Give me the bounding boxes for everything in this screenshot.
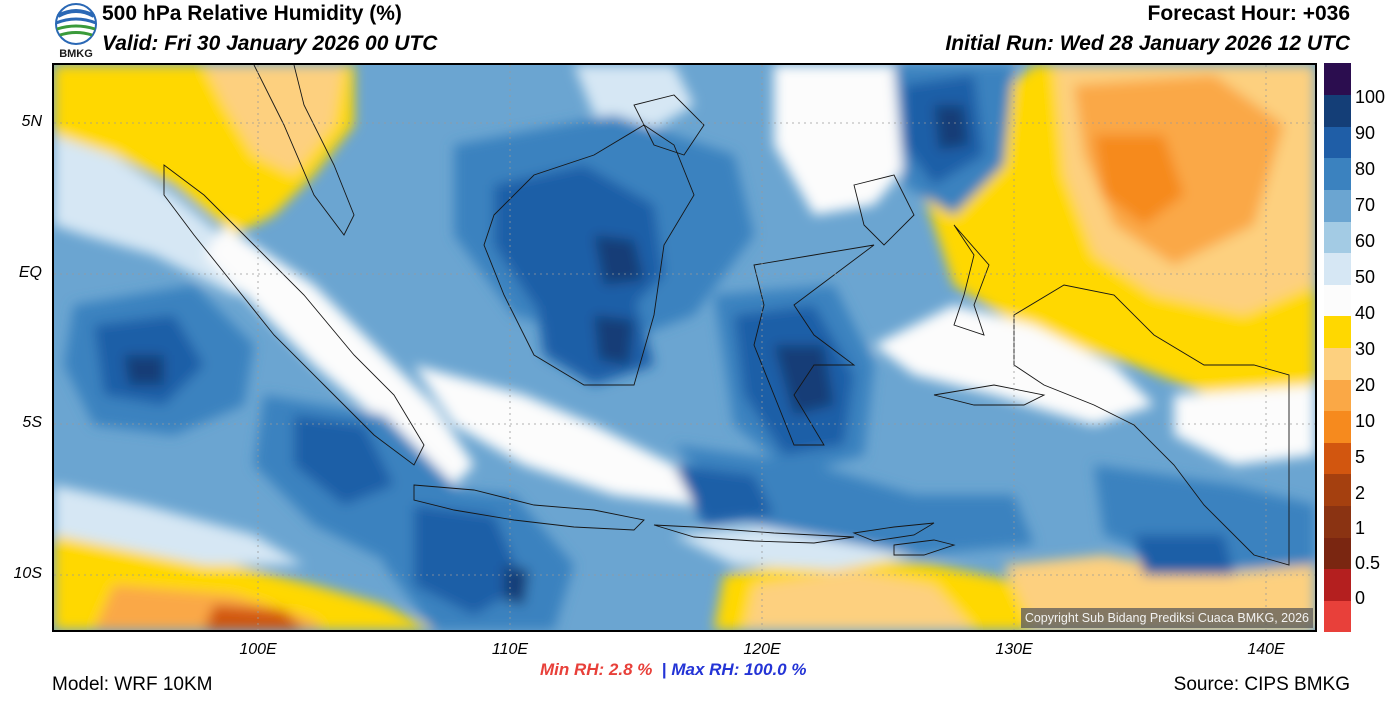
- valid-time: Valid: Fri 30 January 2026 00 UTC: [102, 32, 438, 55]
- lon-label-130e: 130E: [995, 641, 1033, 658]
- colorbar-label: 40: [1355, 303, 1376, 323]
- colorbar-label: 60: [1355, 231, 1376, 251]
- logo-text: BMKG: [59, 48, 93, 60]
- colorbar-segment: [1324, 126, 1351, 159]
- colorbar-segment: [1324, 473, 1351, 507]
- lat-label-10s: 10S: [13, 565, 42, 582]
- lat-label-5s: 5S: [22, 414, 42, 431]
- colorbar-label: 0: [1355, 588, 1366, 608]
- max-rh: Max RH: 100.0 %: [671, 660, 807, 679]
- lon-label-110e: 110E: [491, 641, 529, 658]
- min-max-rh: Min RH: 2.8 % | Max RH: 100.0 %: [540, 660, 806, 680]
- colorbar-label: 30: [1355, 339, 1376, 359]
- colorbar-label: 80: [1355, 159, 1376, 179]
- colorbar-label: 2: [1355, 483, 1366, 503]
- colorbar: [1324, 63, 1351, 633]
- lon-label-100e: 100E: [239, 641, 277, 658]
- colorbar-label: 0.5: [1355, 553, 1381, 573]
- map-title: 500 hPa Relative Humidity (%): [102, 2, 402, 25]
- colorbar-label: 90: [1355, 123, 1376, 143]
- forecast-hour: Forecast Hour: +036: [1147, 2, 1351, 25]
- colorbar-label: 50: [1355, 267, 1376, 287]
- colorbar-segment: [1324, 94, 1351, 127]
- colorbar-label: 20: [1355, 375, 1376, 395]
- colorbar-segment: [1324, 537, 1351, 570]
- humidity-map: Copyright Sub Bidang Prediksi Cuaca BMKG…: [52, 63, 1317, 632]
- lat-label-5n: 5N: [21, 113, 42, 130]
- bmkg-logo-icon: [55, 3, 97, 45]
- source-name: Source: CIPS BMKG: [1173, 674, 1350, 695]
- colorbar-segment: [1324, 379, 1351, 412]
- colorbar-label: 5: [1355, 447, 1366, 467]
- lon-label-120e: 120E: [743, 641, 781, 658]
- lat-label-eq: EQ: [18, 264, 42, 281]
- colorbar-segment: [1324, 600, 1351, 633]
- humidity-field: [54, 65, 1315, 630]
- colorbar-segment: [1324, 568, 1351, 601]
- colorbar-segment: [1324, 347, 1351, 380]
- bmkg-logo: BMKG: [52, 2, 100, 60]
- colorbar-segment: [1324, 221, 1351, 254]
- colorbar-segment: [1324, 505, 1351, 538]
- colorbar-label: 70: [1355, 195, 1376, 215]
- colorbar-label: 10: [1355, 411, 1376, 431]
- copyright-note: Copyright Sub Bidang Prediksi Cuaca BMKG…: [1020, 608, 1313, 628]
- initial-run: Initial Run: Wed 28 January 2026 12 UTC: [945, 32, 1350, 55]
- colorbar-segment: [1324, 315, 1351, 348]
- colorbar-label: 100: [1355, 87, 1386, 107]
- colorbar-segment: [1324, 63, 1351, 96]
- colorbar-segment: [1324, 157, 1351, 190]
- colorbar-segment: [1324, 252, 1351, 285]
- min-max-separator: |: [661, 660, 667, 679]
- lon-label-140e: 140E: [1247, 641, 1285, 658]
- colorbar-segment: [1324, 284, 1351, 317]
- min-rh: Min RH: 2.8 %: [540, 660, 653, 679]
- colorbar-segment: [1324, 410, 1351, 443]
- colorbar-segment: [1324, 442, 1351, 475]
- model-name: Model: WRF 10KM: [52, 674, 213, 695]
- colorbar-label: 1: [1355, 518, 1366, 538]
- colorbar-segment: [1324, 189, 1351, 222]
